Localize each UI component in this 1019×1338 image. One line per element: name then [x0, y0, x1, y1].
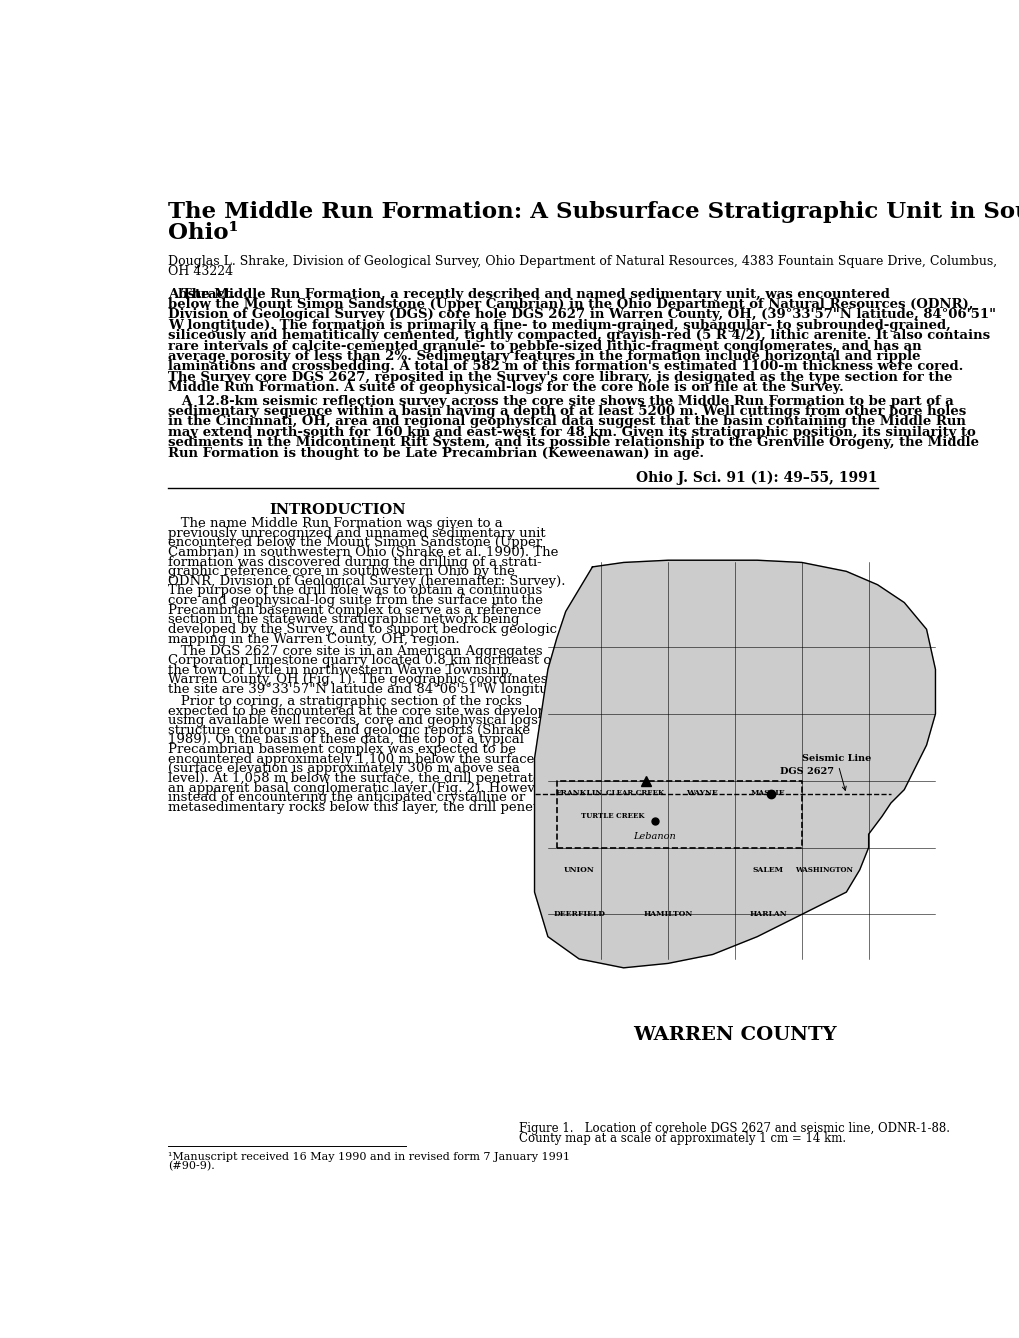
Text: using available well records, core and geophysical logs,: using available well records, core and g… — [168, 714, 541, 727]
Text: WAYNE: WAYNE — [685, 789, 716, 796]
Text: DGS 2627: DGS 2627 — [779, 767, 833, 776]
Text: TURTLE CREEK: TURTLE CREEK — [580, 812, 644, 820]
Text: Lebanon: Lebanon — [633, 832, 676, 842]
Text: may extend north-south for 160 km and east-west for 48 km. Given its stratigraph: may extend north-south for 160 km and ea… — [168, 425, 974, 439]
Text: The Middle Run Formation: A Subsurface Stratigraphic Unit in Southwestern: The Middle Run Formation: A Subsurface S… — [168, 201, 1019, 222]
Text: UNION: UNION — [564, 866, 594, 874]
Text: rare intervals of calcite-cemented granule- to pebble-sized lithic-fragment cong: rare intervals of calcite-cemented granu… — [168, 340, 920, 353]
Text: the site are 39°33'57"N latitude and 84°06'51"W longitude.: the site are 39°33'57"N latitude and 84°… — [168, 682, 568, 696]
Text: metasedimentary rocks below this layer, the drill penetrated: metasedimentary rocks below this layer, … — [168, 801, 574, 814]
Text: Ohio¹: Ohio¹ — [168, 222, 238, 244]
Text: CLEAR CREEK: CLEAR CREEK — [605, 789, 663, 796]
Text: INTRODUCTION: INTRODUCTION — [269, 503, 406, 518]
Text: A 12.8-km seismic reflection survey across the core site shows the Middle Run Fo: A 12.8-km seismic reflection survey acro… — [168, 395, 953, 408]
Text: graphic reference core in southwestern Ohio by the: graphic reference core in southwestern O… — [168, 565, 515, 578]
Text: Ohio J. Sci. 91 (1): 49–55, 1991: Ohio J. Sci. 91 (1): 49–55, 1991 — [636, 471, 876, 486]
Text: Corporation limestone quarry located 0.8 km northeast of: Corporation limestone quarry located 0.8… — [168, 654, 555, 668]
Text: WASHINGTON: WASHINGTON — [795, 866, 852, 874]
Text: ¹Manuscript received 16 May 1990 and in revised form 7 January 1991: ¹Manuscript received 16 May 1990 and in … — [168, 1152, 570, 1163]
Text: The purpose of the drill hole was to obtain a continuous: The purpose of the drill hole was to obt… — [168, 585, 541, 598]
Text: (surface elevation is approximately 306 m above sea: (surface elevation is approximately 306 … — [168, 763, 520, 775]
Text: instead of encountering the anticipated crystalline or: instead of encountering the anticipated … — [168, 791, 525, 804]
Text: The DGS 2627 core site is in an American Aggregates: The DGS 2627 core site is in an American… — [168, 645, 542, 657]
Text: Run Formation is thought to be Late Precambrian (Keweenawan) in age.: Run Formation is thought to be Late Prec… — [168, 447, 703, 460]
Text: HARLAN: HARLAN — [749, 910, 787, 918]
Text: average porosity of less than 2%. Sedimentary features in the formation include : average porosity of less than 2%. Sedime… — [168, 351, 919, 363]
Text: ODNR, Division of Geological Survey (hereinafter: Survey).: ODNR, Division of Geological Survey (her… — [168, 575, 565, 587]
Text: 1989). On the basis of these data, the top of a typical: 1989). On the basis of these data, the t… — [168, 733, 524, 747]
Text: The Middle Run Formation, a recently described and named sedimentary unit, was e: The Middle Run Formation, a recently des… — [168, 288, 889, 301]
Text: laminations and crossbedding. A total of 582 m of this formation's estimated 110: laminations and crossbedding. A total of… — [168, 360, 962, 373]
Text: an apparent basal conglomeratic layer (Fig. 2). However,: an apparent basal conglomeratic layer (F… — [168, 781, 551, 795]
Text: below the Mount Simon Sandstone (Upper Cambrian) in the Ohio Department of Natur: below the Mount Simon Sandstone (Upper C… — [168, 298, 972, 310]
Text: (#90-9).: (#90-9). — [168, 1161, 214, 1171]
Text: WARREN COUNTY: WARREN COUNTY — [633, 1026, 836, 1044]
Text: core and geophysical-log suite from the surface into the: core and geophysical-log suite from the … — [168, 594, 542, 607]
Text: County map at a scale of approximately 1 cm = 14 km.: County map at a scale of approximately 1… — [519, 1132, 845, 1144]
Text: W longtitude). The formation is primarily a fine- to medium-grained, subangular-: W longtitude). The formation is primaril… — [168, 318, 950, 332]
Text: the town of Lytle in northwestern Wayne Township,: the town of Lytle in northwestern Wayne … — [168, 664, 513, 677]
Text: The name Middle Run Formation was given to a: The name Middle Run Formation was given … — [168, 516, 502, 530]
Text: siliceously and hematitically cemented, tightly compacted, grayish-red (5 R 4/2): siliceously and hematitically cemented, … — [168, 329, 989, 343]
Text: Middle Run Formation. A suite of geophysical-logs for the core hole is on file a: Middle Run Formation. A suite of geophys… — [168, 381, 843, 395]
Text: in the Cincinnati, OH, area and regional geophysical data suggest that the basin: in the Cincinnati, OH, area and regional… — [168, 415, 965, 428]
Text: formation was discovered during the drilling of a strati-: formation was discovered during the dril… — [168, 555, 541, 569]
Text: Douglas L. Shrake, Division of Geological Survey, Ohio Department of Natural Res: Douglas L. Shrake, Division of Geologica… — [168, 254, 996, 268]
Text: FRANKLIN: FRANKLIN — [555, 789, 602, 796]
Text: previously unrecognized and unnamed sedimentary unit: previously unrecognized and unnamed sedi… — [168, 527, 545, 539]
Text: sedimentary sequence within a basin having a depth of at least 5200 m. Well cutt: sedimentary sequence within a basin havi… — [168, 405, 965, 417]
Text: Precambrian basement complex was expected to be: Precambrian basement complex was expecte… — [168, 743, 516, 756]
Text: section in the statewide stratigraphic network being: section in the statewide stratigraphic n… — [168, 613, 519, 626]
Text: OH 43224: OH 43224 — [168, 265, 232, 278]
Text: Precambrian basement complex to serve as a reference: Precambrian basement complex to serve as… — [168, 603, 540, 617]
Text: sediments in the Midcontinent Rift System, and its possible relationship to the : sediments in the Midcontinent Rift Syste… — [168, 436, 978, 450]
Text: encountered below the Mount Simon Sandstone (Upper: encountered below the Mount Simon Sandst… — [168, 537, 541, 550]
Text: DEERFIELD: DEERFIELD — [552, 910, 604, 918]
Polygon shape — [534, 561, 934, 967]
Text: SALEM: SALEM — [752, 866, 784, 874]
Text: HAMILTON: HAMILTON — [643, 910, 692, 918]
Text: Prior to coring, a stratigraphic section of the rocks: Prior to coring, a stratigraphic section… — [168, 694, 521, 708]
Text: Seismic Line: Seismic Line — [801, 753, 870, 791]
Text: Abstract.: Abstract. — [168, 288, 234, 301]
Text: Cambrian) in southwestern Ohio (Shrake et al. 1990). The: Cambrian) in southwestern Ohio (Shrake e… — [168, 546, 557, 559]
Text: developed by the Survey, and to support bedrock geologic: developed by the Survey, and to support … — [168, 624, 556, 636]
Text: structure contour maps, and geologic reports (Shrake: structure contour maps, and geologic rep… — [168, 724, 530, 737]
Text: MASSIE: MASSIE — [750, 789, 785, 796]
Text: encountered approximately 1,100 m below the surface: encountered approximately 1,100 m below … — [168, 753, 534, 765]
Text: The Survey core DGS 2627, reposited in the Survey's core library, is designated : The Survey core DGS 2627, reposited in t… — [168, 371, 952, 384]
Text: Figure 1.   Location of corehole DGS 2627 and seismic line, ODNR-1-88.: Figure 1. Location of corehole DGS 2627 … — [519, 1121, 949, 1135]
Text: mapping in the Warren County, OH, region.: mapping in the Warren County, OH, region… — [168, 633, 459, 645]
Text: Warren County, OH (Fig. 1). The geographic coordinates for: Warren County, OH (Fig. 1). The geograph… — [168, 673, 570, 686]
Text: level). At 1,058 m below the surface, the drill penetrated: level). At 1,058 m below the surface, th… — [168, 772, 548, 785]
Text: Division of Geological Survey (DGS) core hole DGS 2627 in Warren County, OH, (39: Division of Geological Survey (DGS) core… — [168, 308, 995, 321]
Text: expected to be encountered at the core site was developed: expected to be encountered at the core s… — [168, 705, 561, 717]
